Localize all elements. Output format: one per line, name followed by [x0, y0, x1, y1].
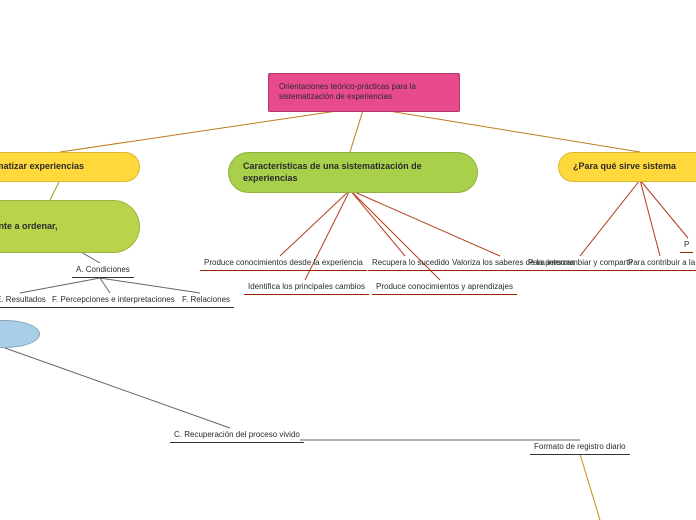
leaf-intercambiar: Para intercambiar y compartir — [524, 256, 637, 271]
leaf-c5-label: Produce conocimientos y aprendizajes — [376, 282, 513, 291]
leaf-form-label: Formato de registro diario — [534, 442, 626, 451]
leaf-percepciones: F. Percepciones e interpretaciones — [48, 293, 179, 308]
leaf-contribuir: Para contribuir a la refl — [624, 256, 696, 271]
leaf-condiciones-label: A. Condiciones — [76, 265, 130, 274]
branch-caracteristicas: Características de una sistematización d… — [228, 152, 478, 193]
leaf-relaciones-label: F. Relaciones — [182, 295, 230, 304]
leaf-c2-label: Recupera lo sucedido — [372, 258, 449, 267]
leaf-recupera: Recupera lo sucedido — [368, 256, 453, 271]
leaf-c4-label: Identifica los principales cambios — [248, 282, 365, 291]
oval-node — [0, 320, 40, 348]
branch1-label: sistematizar experiencias — [0, 161, 84, 171]
leaf-condiciones: A. Condiciones — [72, 263, 134, 278]
root-label: Orientaciones teórico-prácticas para la … — [279, 82, 416, 101]
branch3-label: ¿Para qué sirve sistema — [573, 161, 676, 171]
leaf-p0-label: P — [684, 240, 689, 249]
leaf-c1-label: Produce conocimientos desde la experienc… — [204, 258, 363, 267]
leaf-resultados: E. Resultados — [0, 293, 50, 308]
leaf-formato: Formato de registro diario — [530, 440, 630, 455]
leaf-produce-conoc-exp: Produce conocimientos desde la experienc… — [200, 256, 367, 271]
leaf-p1-label: Para intercambiar y compartir — [528, 258, 633, 267]
root-node: Orientaciones teórico-prácticas para la … — [268, 73, 460, 112]
branch-ordenar: cipalmente a ordenar, mación — [0, 200, 140, 253]
leaf-identifica: Identifica los principales cambios — [244, 280, 369, 295]
branch2-label: Características de una sistematización d… — [243, 161, 422, 183]
leaf-percepciones-label: F. Percepciones e interpretaciones — [52, 295, 175, 304]
leaf-recup-label: C. Recuperación del proceso vivido — [174, 430, 300, 439]
leaf-produce-aprend: Produce conocimientos y aprendizajes — [372, 280, 517, 295]
mindmap-canvas: Orientaciones teórico-prácticas para la … — [0, 0, 696, 520]
branch-sistematizar: sistematizar experiencias — [0, 152, 140, 182]
leaf-p0: P — [680, 238, 693, 253]
leaf-p2-label: Para contribuir a la refl — [628, 258, 696, 267]
branch-para-que: ¿Para qué sirve sistema — [558, 152, 696, 182]
leaf-relaciones: F. Relaciones — [178, 293, 234, 308]
branch1-sub-label: cipalmente a ordenar, mación — [0, 221, 58, 243]
leaf-resultados-label: E. Resultados — [0, 295, 46, 304]
leaf-recuperacion: C. Recuperación del proceso vivido — [170, 428, 304, 443]
